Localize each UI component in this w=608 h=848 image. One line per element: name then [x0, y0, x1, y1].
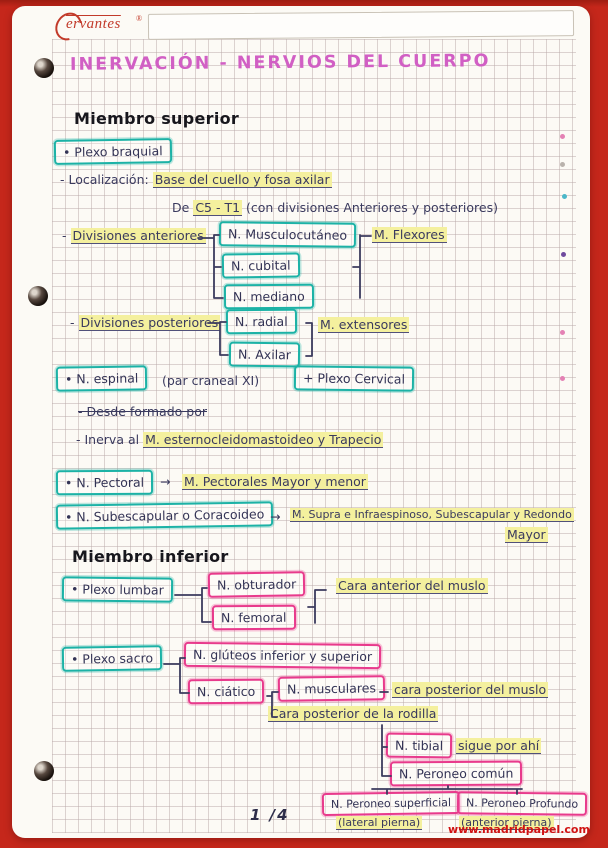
result-m-flexores: M. Flexores: [372, 227, 447, 243]
box-n-musculares: N. musculares: [277, 675, 386, 702]
crossed-out-line: - Desde formado por: [78, 404, 207, 419]
margin-dot: [560, 330, 565, 335]
brand-trademark: ®: [136, 14, 143, 23]
arrow-right-icon: →: [270, 509, 281, 524]
box-n-ciatico: N. ciático: [187, 678, 265, 705]
m-extensores-text: M. extensores: [318, 317, 410, 333]
tibial-note-text: sigue por ahí: [456, 738, 542, 754]
box-plexo-lumbar: • Plexo lumbar: [61, 576, 173, 603]
binder-hole-middle: [28, 286, 48, 306]
box-n-musculocutaneo: N. Musculocutáneo: [218, 221, 357, 248]
peroneo-profundo-note: (anterior pierna): [459, 816, 554, 830]
box-n-pectoral: • N. Pectoral: [55, 469, 154, 496]
peroneo-superficial-note: (lateral pierna): [336, 816, 423, 830]
box-n-femoral: N. femoral: [211, 604, 296, 631]
box-plexo-sacro: • Plexo sacro: [61, 645, 163, 672]
result-subescapular: M. Supra e Infraespinoso, Subescapular y…: [290, 508, 574, 522]
inerva-prefix: - Inerva al: [76, 432, 140, 447]
margin-dot: [561, 252, 566, 257]
arrow-right-icon: →: [160, 474, 171, 489]
box-n-tibial: N. tibial: [385, 732, 453, 759]
binder-hole-top: [34, 58, 54, 78]
page-number: 1 /4: [250, 806, 290, 824]
note-title: INERVACIÓN - NERVIOS DEL CUERPO: [69, 51, 491, 75]
box-n-cubital: N. cubital: [221, 252, 300, 279]
binder-hole-bottom: [34, 761, 54, 781]
box-n-obturador: N. obturador: [207, 571, 306, 598]
box-n-axilar: N. Axilar: [228, 341, 301, 368]
peroneo-profundo-note-text: (anterior pierna): [459, 816, 554, 830]
notebook-page: ervantes ® INERVACIÓN - NERVIOS DEL CUER…: [12, 6, 590, 838]
margin-dot: [560, 162, 565, 167]
box-n-gluteos: N. glúteos inferior y superior: [183, 641, 382, 670]
margin-dot: [562, 194, 567, 199]
divisiones-posteriores-text: Divisiones posteriores: [78, 315, 221, 331]
brand-name: ervantes: [66, 16, 121, 32]
box-n-subescapular: • N. Subescapular o Coracoideo: [55, 501, 274, 530]
espinal-note: (par craneal XI): [162, 373, 260, 388]
localizacion-label: - Localización:: [60, 172, 149, 187]
subescapular-text: M. Supra e Infraespinoso, Subescapular y…: [290, 508, 574, 522]
inerva-value: M. esternocleidomastoideo y Trapecio: [143, 432, 384, 448]
line-origen: De C5 - T1 (con divisiones Anteriores y …: [172, 200, 498, 216]
pectorales-text: M. Pectorales Mayor y menor: [182, 474, 368, 490]
box-n-espinal: • N. espinal: [55, 365, 148, 392]
line-localizacion: - Localización: Base del cuello y fosa a…: [60, 172, 332, 188]
box-n-peroneo-superficial: N. Peroneo superficial: [321, 790, 461, 817]
box-n-radial: N. radial: [225, 308, 297, 335]
watermark: www.madridpapel.com: [448, 823, 590, 836]
dash: -: [70, 315, 75, 330]
box-n-mediano: N. mediano: [223, 283, 314, 310]
m-flexores-text: M. Flexores: [372, 227, 447, 243]
box-plexo-braquial: • Plexo braquial: [53, 138, 172, 165]
label-divisiones-anteriores: - Divisiones anteriores: [62, 228, 206, 244]
section-heading-lower: Miembro inferior: [72, 547, 229, 566]
label-divisiones-posteriores: - Divisiones posteriores: [70, 315, 221, 331]
margin-dot: [560, 134, 565, 139]
brand-logo: ervantes ®: [49, 7, 164, 46]
box-plexo-cervical: + Plexo Cervical: [293, 365, 415, 392]
section-heading-upper: Miembro superior: [74, 109, 240, 128]
cara-posterior-rodilla-text: Cara posterior de la rodilla: [268, 706, 439, 722]
origen-suffix: (con divisiones Anteriores y posteriores…: [246, 200, 498, 215]
result-cara-posterior-rodilla: Cara posterior de la rodilla: [268, 706, 439, 722]
result-m-extensores: M. extensores: [318, 317, 410, 333]
result-cara-anterior-muslo: Cara anterior del muslo: [336, 578, 488, 594]
origen-range: C5 - T1: [193, 200, 243, 216]
subescapular-wrap-text: Mayor: [505, 527, 548, 543]
localizacion-value: Base del cuello y fosa axilar: [152, 172, 332, 188]
box-n-peroneo-comun: N. Peroneo común: [389, 760, 523, 787]
margin-dot: [560, 376, 565, 381]
dash: -: [62, 228, 67, 243]
header-title-field: [147, 10, 575, 40]
cara-anterior-muslo-text: Cara anterior del muslo: [336, 578, 488, 594]
box-n-peroneo-profundo: N. Peroneo Profundo: [456, 791, 588, 816]
divisiones-anteriores-text: Divisiones anteriores: [70, 228, 206, 244]
line-inerva: - Inerva al M. esternocleidomastoideo y …: [76, 432, 384, 448]
origen-prefix: De: [172, 200, 190, 215]
tibial-note: sigue por ahí: [456, 738, 542, 754]
result-pectorales: M. Pectorales Mayor y menor: [182, 474, 368, 490]
cara-posterior-muslo-text: cara posterior del muslo: [392, 682, 549, 698]
peroneo-superficial-note-text: (lateral pierna): [336, 816, 423, 830]
result-subescapular-wrap: Mayor: [505, 527, 548, 543]
result-cara-posterior-muslo: cara posterior del muslo: [392, 682, 549, 698]
